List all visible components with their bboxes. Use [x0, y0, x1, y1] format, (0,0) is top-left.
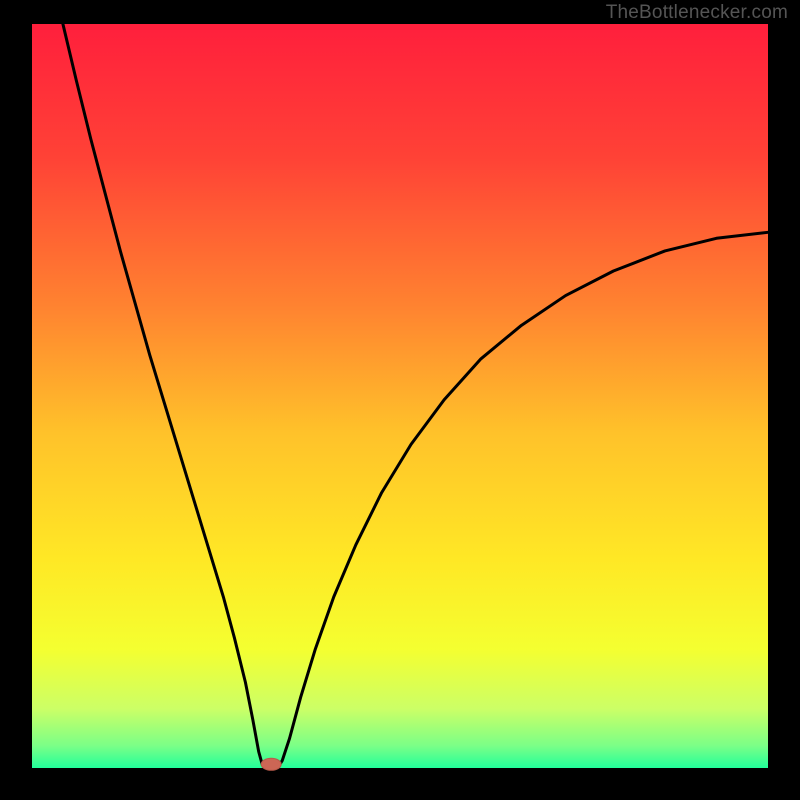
bottleneck-marker — [261, 758, 281, 770]
chart-svg — [0, 0, 800, 800]
chart-container: TheBottlenecker.com — [0, 0, 800, 800]
watermark-text: TheBottlenecker.com — [606, 2, 788, 24]
plot-area — [32, 24, 768, 768]
